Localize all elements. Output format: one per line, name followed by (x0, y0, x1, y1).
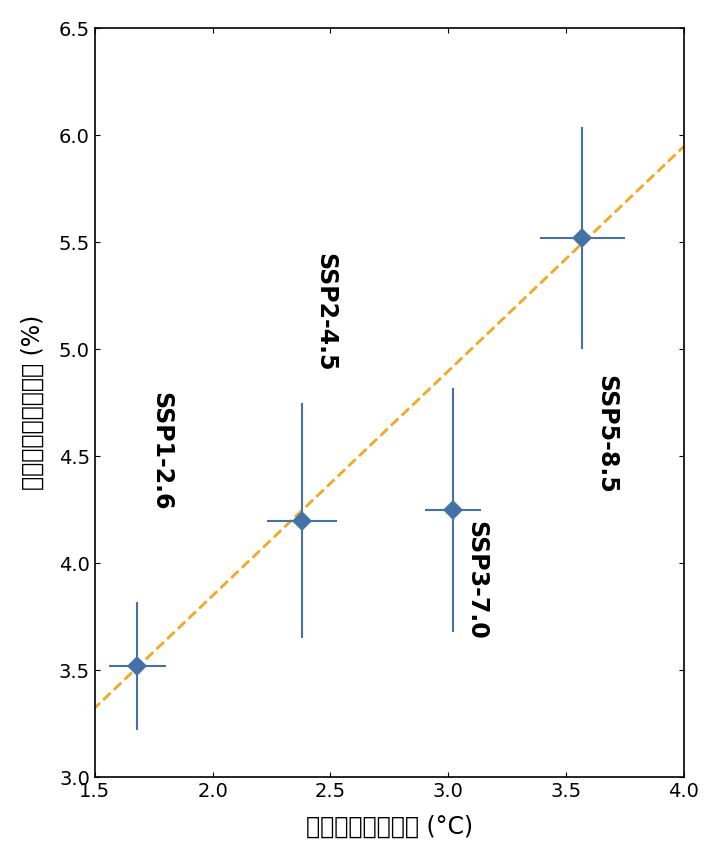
Text: SSP3-7.0: SSP3-7.0 (464, 520, 488, 639)
Y-axis label: 世界平均降水量変化 (%): 世界平均降水量変化 (%) (21, 316, 45, 490)
Text: SSP1-2.6: SSP1-2.6 (149, 392, 173, 511)
Text: SSP2-4.5: SSP2-4.5 (314, 253, 338, 372)
Text: SSP5-8.5: SSP5-8.5 (594, 375, 618, 494)
X-axis label: 世界平均気温変化 (°C): 世界平均気温変化 (°C) (306, 815, 473, 839)
